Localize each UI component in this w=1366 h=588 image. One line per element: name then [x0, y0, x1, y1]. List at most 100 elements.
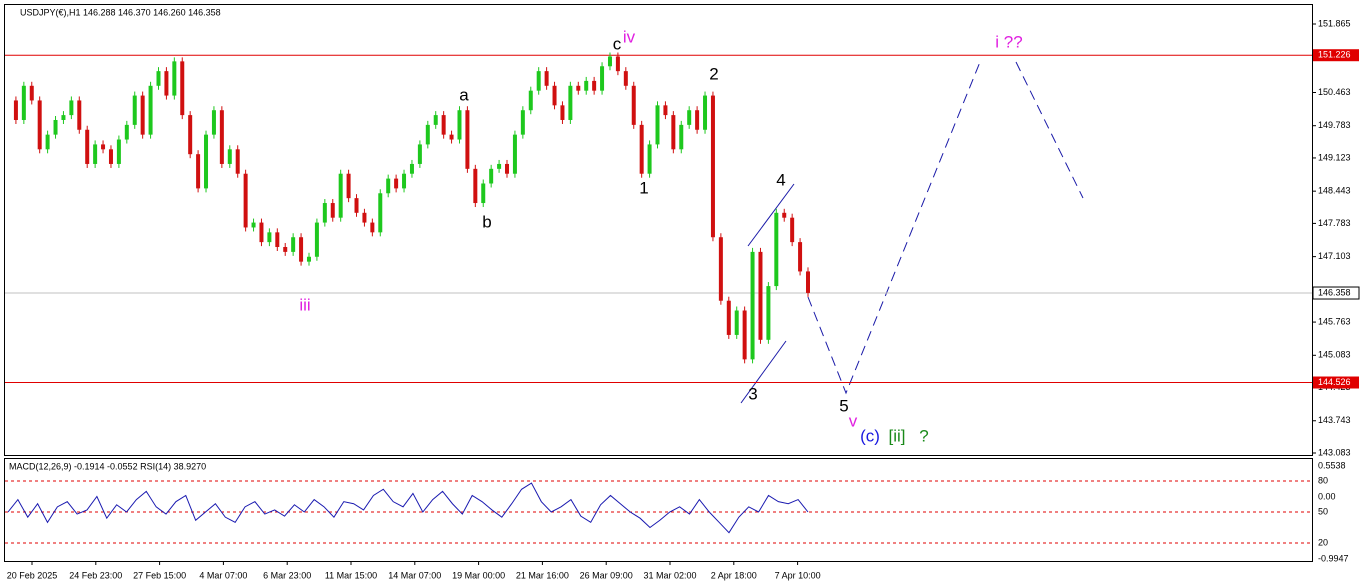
- candle: [576, 85, 581, 91]
- indicator-axis-label: 0.00: [1318, 491, 1336, 501]
- candle: [473, 168, 478, 204]
- candle: [806, 271, 810, 293]
- candle: [314, 222, 319, 257]
- candle: [584, 80, 589, 91]
- x-tick-label: 14 Mar 07:00: [388, 570, 441, 580]
- wave-label: iv: [623, 27, 636, 46]
- indicator-axis-label: 0.5538: [1318, 460, 1346, 470]
- candle: [338, 173, 343, 218]
- candle: [710, 95, 715, 238]
- y-tick-label: 151.865: [1318, 18, 1351, 28]
- candle: [251, 222, 256, 228]
- level-box: [1313, 376, 1359, 389]
- candle: [77, 100, 82, 130]
- channel-line: [747, 183, 795, 247]
- wave-label: i ??: [995, 32, 1022, 51]
- candle: [465, 110, 470, 169]
- candle: [322, 203, 327, 223]
- candle: [85, 129, 90, 164]
- y-tick-label: 150.463: [1318, 87, 1351, 97]
- indicator-pane: [4, 458, 1313, 562]
- x-tick-label: 2 Apr 18:00: [711, 570, 757, 580]
- x-tick-label: 26 Mar 09:00: [580, 570, 633, 580]
- candle: [568, 85, 573, 120]
- symbol-header: USDJPY(€),H1 146.288 146.370 146.260 146…: [20, 7, 221, 17]
- y-tick-label: 145.763: [1318, 316, 1351, 326]
- candle: [655, 105, 660, 145]
- candle: [623, 71, 628, 86]
- candle: [663, 105, 668, 116]
- candle: [172, 61, 177, 96]
- candle: [243, 173, 248, 228]
- wave-label: ?: [919, 426, 928, 445]
- candle: [409, 163, 414, 174]
- candle: [156, 71, 161, 86]
- candle: [639, 124, 644, 174]
- candle: [774, 212, 779, 287]
- candle: [528, 90, 533, 111]
- candle: [283, 246, 288, 252]
- candle: [766, 286, 771, 340]
- wave-label: iii: [299, 295, 310, 314]
- candle: [512, 134, 517, 174]
- candle: [433, 115, 438, 125]
- wave-label: 5: [839, 396, 848, 415]
- candle: [211, 110, 216, 135]
- candle: [457, 110, 462, 140]
- x-tick-label: 19 Mar 00:00: [452, 570, 505, 580]
- candle: [45, 134, 50, 150]
- candle: [132, 95, 137, 125]
- candle: [21, 85, 26, 120]
- candle: [671, 115, 676, 150]
- projection: [807, 61, 1084, 395]
- main-pane: [4, 4, 1313, 456]
- indicator-header: MACD(12,26,9) -0.1914 -0.0552 RSI(14) 38…: [9, 461, 206, 471]
- candle: [267, 232, 272, 243]
- wave-label: c: [613, 34, 622, 53]
- projection-line: [807, 61, 981, 395]
- candle: [61, 115, 66, 120]
- candle: [299, 237, 304, 262]
- candle: [758, 251, 763, 340]
- candle: [742, 310, 747, 360]
- candle: [204, 134, 209, 189]
- candle: [235, 149, 240, 174]
- candle: [164, 71, 169, 96]
- candle: [346, 173, 351, 199]
- candle: [481, 183, 486, 204]
- candle: [259, 222, 264, 243]
- indicator-axis-label: -0.9947: [1318, 553, 1349, 563]
- candle: [552, 85, 557, 106]
- candle: [544, 71, 549, 86]
- level-label: 151.226: [1318, 50, 1351, 60]
- candle: [505, 163, 510, 174]
- candle: [124, 124, 129, 140]
- candle: [607, 56, 612, 67]
- price-box: [1312, 286, 1360, 300]
- candle: [148, 85, 153, 135]
- candle: [219, 110, 224, 164]
- candle: [188, 115, 193, 155]
- candle: [69, 100, 74, 116]
- indicator-axis-label: 80: [1318, 475, 1328, 485]
- candle: [441, 115, 446, 135]
- y-tick-label: 149.783: [1318, 120, 1351, 130]
- indicator-axis-label: 20: [1318, 537, 1328, 547]
- candle: [362, 212, 367, 223]
- x-tick-label: 20 Feb 2025: [7, 570, 58, 580]
- y-tick-label: 148.443: [1318, 186, 1351, 196]
- candle: [354, 198, 359, 213]
- candle: [449, 134, 454, 140]
- x-tick-label: 6 Mar 23:00: [263, 570, 311, 580]
- wave-label: 4: [776, 170, 785, 189]
- x-tick-label: 24 Feb 23:00: [69, 570, 122, 580]
- candle: [520, 110, 525, 135]
- candle: [489, 168, 494, 184]
- y-tick-label: 143.743: [1318, 415, 1351, 425]
- candle: [402, 173, 407, 189]
- y-tick-label: 149.123: [1318, 152, 1351, 162]
- wave-label: v: [849, 411, 858, 430]
- y-tick-label: 147.103: [1318, 251, 1351, 261]
- projection-line: [1015, 61, 1084, 199]
